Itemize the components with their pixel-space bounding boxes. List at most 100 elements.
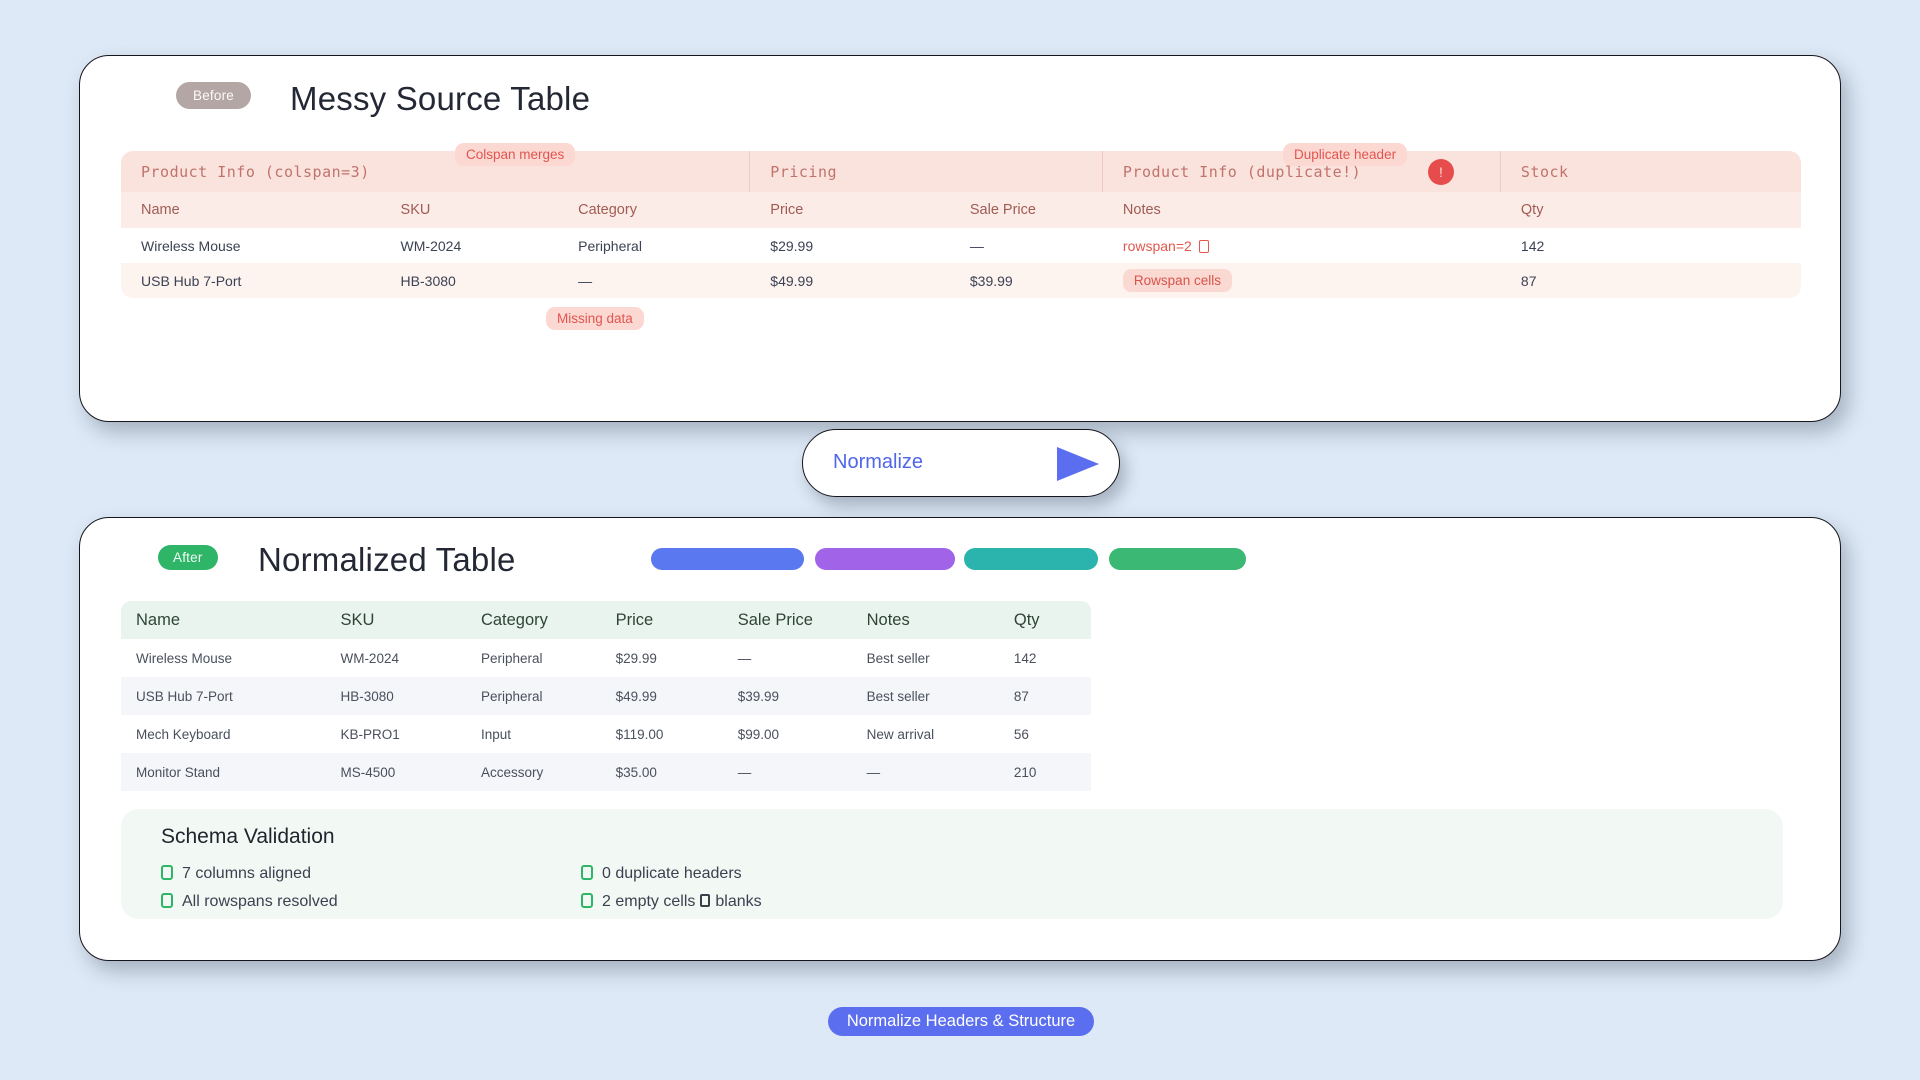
before-badge: Before — [176, 82, 251, 109]
cell-qty: 87 — [1500, 263, 1801, 298]
cell-qty: 142 — [1520, 237, 1545, 254]
messy-column-header-row: Name SKU Category Price Sale Price Notes… — [121, 192, 1801, 228]
cell-sale-price: — — [737, 650, 752, 666]
table-row: Wireless Mouse WM-2024 Peripheral $29.99… — [121, 639, 1091, 677]
group-header-product-info: Product Info (colspan=3) — [121, 151, 751, 192]
cell-sale-price: $99.00 — [737, 726, 780, 742]
cell-name: Wireless Mouse — [141, 237, 241, 254]
messy-group-header-row: Product Info (colspan=3) Pricing Product… — [121, 151, 1801, 192]
error-icon: ! — [1428, 159, 1454, 185]
cell-price: $49.99 — [600, 677, 723, 715]
cell-qty: 142 — [1013, 650, 1037, 666]
cell-category: Accessory — [465, 753, 601, 791]
cell-name: Wireless Mouse — [136, 650, 233, 666]
missing-glyph-icon — [1198, 239, 1209, 253]
after-card-title: Normalized Table — [258, 541, 516, 578]
schema-validation-panel: Schema Validation 7 columns aligned All … — [121, 809, 1783, 919]
cell-category: Peripheral — [465, 677, 601, 715]
cell-sale-price: — — [722, 753, 852, 791]
col-name: Name — [121, 601, 326, 639]
play-icon — [1057, 447, 1099, 481]
legend-pill-teal — [964, 548, 1098, 570]
schema-validation-title: Schema Validation — [161, 825, 335, 848]
validation-item-label: 7 columns aligned — [182, 865, 311, 882]
col-qty: Qty — [1500, 192, 1801, 228]
validation-item: All rowspans resolved — [161, 893, 338, 911]
cell-sku: HB-3080 — [325, 677, 466, 715]
validation-item: 0 duplicate headers — [581, 865, 742, 883]
after-badge: After — [158, 545, 218, 570]
group-header-stock: Stock — [1500, 151, 1801, 192]
arrow-glyph-icon — [700, 894, 711, 907]
messy-table: Product Info (colspan=3) Pricing Product… — [121, 151, 1801, 298]
validation-item-label: 0 duplicate headers — [602, 865, 742, 882]
normalize-headers-structure-button[interactable]: Normalize Headers & Structure — [828, 1007, 1094, 1036]
cell-notes: New arrival — [866, 726, 935, 742]
col-price: Price — [750, 192, 950, 228]
missing-data-annotation: Missing data — [546, 307, 644, 330]
table-row: USB Hub 7-Port HB-3080 — $49.99 $39.99 R… — [121, 263, 1801, 298]
cell-category: Peripheral — [578, 237, 642, 254]
cell-notes: — — [851, 753, 999, 791]
before-card-title: Messy Source Table — [290, 80, 591, 117]
normalize-button[interactable]: Normalize — [802, 429, 1120, 497]
cell-price: $49.99 — [750, 263, 950, 298]
cell-sku: WM-2024 — [400, 237, 462, 254]
validation-item: 7 columns aligned — [161, 865, 311, 883]
check-icon — [161, 893, 173, 908]
cell-qty: 56 — [1013, 726, 1029, 742]
cell-category-empty: — — [558, 263, 751, 298]
cell-notes: Best seller — [866, 650, 930, 666]
normalized-table: Name SKU Category Price Sale Price Notes… — [121, 601, 1091, 791]
col-name: Name — [121, 192, 381, 228]
cell-sale-price: $39.99 — [949, 263, 1103, 298]
col-sale-price: Sale Price — [949, 192, 1103, 228]
cell-notes-badge: Rowspan cells — [1102, 263, 1501, 298]
cell-sku: MS-4500 — [325, 753, 466, 791]
cell-name: USB Hub 7-Port — [121, 263, 381, 298]
cell-name: Monitor Stand — [121, 753, 326, 791]
check-icon — [581, 893, 593, 908]
cell-sku: HB-3080 — [380, 263, 559, 298]
rowspan-note: rowspan=2 — [1122, 237, 1192, 254]
legend-pill-green — [1109, 548, 1246, 570]
normalized-header-row: Name SKU Category Price Sale Price Notes… — [121, 601, 1091, 639]
validation-item-label: blanks — [715, 893, 762, 910]
cell-qty: 210 — [998, 753, 1091, 791]
table-row: Monitor Stand MS-4500 Accessory $35.00 —… — [121, 753, 1091, 791]
legend-pill-purple — [815, 548, 955, 570]
cell-price: $29.99 — [770, 237, 814, 254]
cell-notes: Best seller — [851, 677, 999, 715]
validation-item-label: All rowspans resolved — [182, 893, 338, 910]
cell-name: Mech Keyboard — [136, 726, 231, 742]
cell-sale-price: $39.99 — [722, 677, 852, 715]
before-card: Before Messy Source Table Product Info (… — [79, 55, 1841, 422]
cell-price: $119.00 — [615, 726, 664, 742]
col-sku: SKU — [325, 601, 466, 639]
cell-price: $29.99 — [615, 650, 657, 666]
table-row: Mech Keyboard KB-PRO1 Input $119.00 $99.… — [121, 715, 1091, 753]
cell-sku: KB-PRO1 — [340, 726, 400, 742]
after-card: After Normalized Table Name SKU Category… — [79, 517, 1841, 961]
col-category: Category — [558, 192, 751, 228]
cell-notes-rowspan: rowspan=2 — [1103, 228, 1501, 263]
cell-qty: 87 — [998, 677, 1091, 715]
cell-name: USB Hub 7-Port — [121, 677, 326, 715]
cell-category: Peripheral — [480, 650, 543, 666]
cell-price: $35.00 — [600, 753, 723, 791]
col-notes: Notes — [1102, 192, 1501, 228]
col-category: Category — [465, 601, 601, 639]
rowspan-cells-badge: Rowspan cells — [1122, 269, 1232, 292]
validation-item-label: 2 empty cells — [602, 893, 696, 910]
check-icon — [161, 865, 173, 880]
col-sku: SKU — [380, 192, 559, 228]
messy-table-container: Product Info (colspan=3) Pricing Product… — [121, 143, 1801, 330]
duplicate-header-annotation: Duplicate header — [1283, 143, 1408, 166]
table-row: Wireless Mouse WM-2024 Peripheral $29.99… — [121, 228, 1801, 263]
cell-sku: WM-2024 — [340, 650, 399, 666]
col-qty: Qty — [998, 601, 1091, 639]
group-header-pricing: Pricing — [750, 151, 1103, 192]
legend-pill-blue — [651, 548, 804, 570]
cell-category: Input — [480, 726, 511, 742]
normalized-table-container: Name SKU Category Price Sale Price Notes… — [121, 601, 1091, 791]
